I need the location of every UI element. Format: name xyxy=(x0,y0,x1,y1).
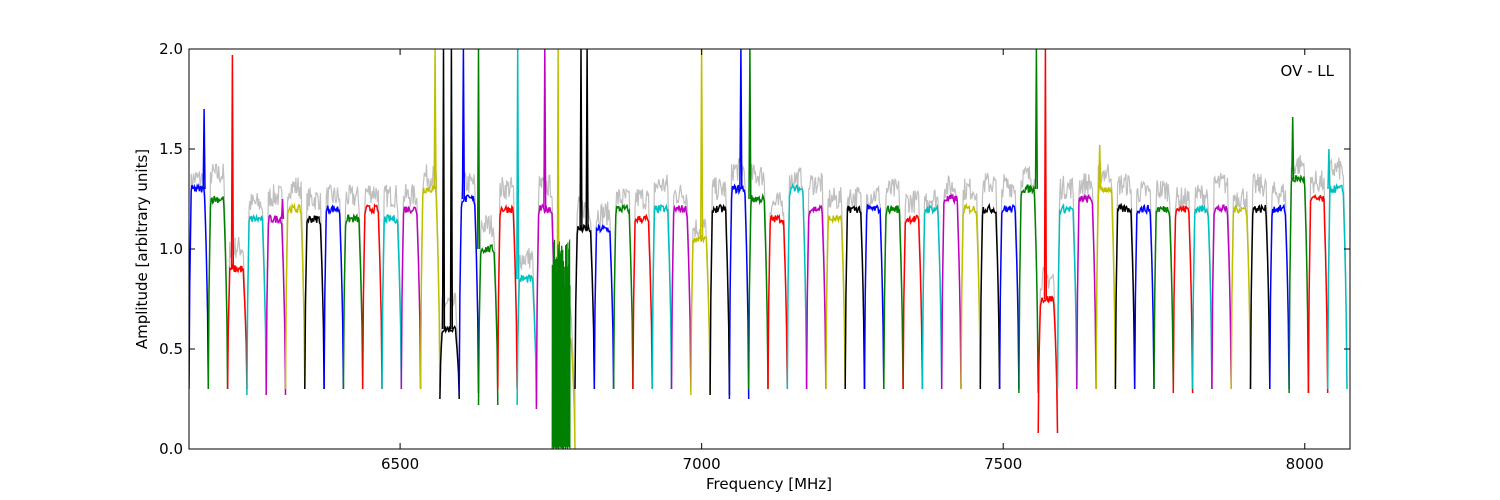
axes: 6500 7000 7500 8000 0.0 0.5 1.0 1.5 2.0 xyxy=(159,40,1350,473)
x-tick-label-6500: 6500 xyxy=(381,455,419,473)
band-series-12 xyxy=(419,183,441,390)
band-series-10 xyxy=(381,214,403,390)
band-series-16 xyxy=(497,203,518,390)
spike-5 xyxy=(449,49,454,330)
y-tick-label-0.5: 0.5 xyxy=(159,340,183,358)
band-series-29 xyxy=(747,192,769,390)
spike-10 xyxy=(556,49,560,340)
band-series-25 xyxy=(670,204,692,390)
band-series-56 xyxy=(1269,203,1290,390)
band-series-33 xyxy=(825,214,846,390)
band-series-6 xyxy=(304,215,325,390)
band-series-44 xyxy=(1037,295,1059,434)
spike-4 xyxy=(441,49,446,330)
band-series-11 xyxy=(400,206,422,390)
band-series-41 xyxy=(979,202,1001,390)
band-series-42 xyxy=(998,203,1020,390)
spike-11 xyxy=(579,49,583,230)
band-series-40 xyxy=(960,202,982,390)
band-series-45 xyxy=(1056,203,1078,390)
band-series-2 xyxy=(226,262,248,390)
spike-1 xyxy=(230,54,235,270)
band-series-13 xyxy=(439,324,460,400)
band-series-15 xyxy=(477,243,499,406)
band-series-28 xyxy=(728,183,750,400)
spike-17 xyxy=(1043,49,1048,300)
band-series-52 xyxy=(1191,204,1213,390)
x-tick-label-8000: 8000 xyxy=(1286,455,1324,473)
y-tick-label-1.5: 1.5 xyxy=(159,140,183,158)
band-series-1 xyxy=(207,195,229,390)
plot-area xyxy=(189,49,1348,449)
band-series-27 xyxy=(709,203,731,396)
spike-12 xyxy=(585,49,589,230)
band-series-50 xyxy=(1153,205,1175,390)
band-series-8 xyxy=(342,213,364,390)
spike-14 xyxy=(739,49,743,190)
x-tick-label-7500: 7500 xyxy=(984,455,1022,473)
band-series-38 xyxy=(921,203,943,390)
spike-13 xyxy=(699,49,704,240)
y-tick-label-0: 0.0 xyxy=(159,440,183,458)
band-series-0 xyxy=(189,182,210,390)
spike-15 xyxy=(748,49,752,200)
band-series-3 xyxy=(246,213,267,396)
y-tick-label-1: 1.0 xyxy=(159,240,183,258)
band-series-35 xyxy=(863,203,885,390)
spike-8 xyxy=(516,49,520,280)
band-series-54 xyxy=(1230,204,1252,390)
band-series-46 xyxy=(1076,193,1097,390)
band-series-49 xyxy=(1133,203,1155,390)
spike-2 xyxy=(280,198,285,220)
band-series-4 xyxy=(265,214,287,396)
spike-0 xyxy=(202,108,206,190)
band-series-36 xyxy=(883,205,904,390)
band-series-55 xyxy=(1249,203,1271,390)
x-axis-label: Frequency [MHz] xyxy=(706,475,832,493)
band-series-43 xyxy=(1018,184,1039,394)
band-series-39 xyxy=(940,192,962,390)
noise-region xyxy=(551,239,571,449)
y-axis-label: Amplitude [arbitrary units] xyxy=(133,149,151,349)
band-series-7 xyxy=(323,203,345,390)
spike-18 xyxy=(1098,144,1102,190)
spike-9 xyxy=(543,49,547,210)
band-series-31 xyxy=(786,183,808,390)
band-series-48 xyxy=(1114,202,1136,390)
spike-6 xyxy=(461,49,466,200)
band-series-23 xyxy=(632,213,653,390)
band-series-9 xyxy=(361,203,383,390)
band-series-30 xyxy=(767,213,789,390)
band-series-58 xyxy=(1307,193,1329,394)
band-series-24 xyxy=(651,203,673,390)
y-tick-label-2: 2.0 xyxy=(159,40,183,58)
band-series-53 xyxy=(1211,203,1232,390)
band-series-34 xyxy=(844,205,866,390)
band-series-59 xyxy=(1326,182,1348,390)
band-series-17 xyxy=(516,273,538,406)
spike-19 xyxy=(1291,116,1295,180)
band-series-32 xyxy=(805,204,827,390)
band-series-37 xyxy=(902,214,924,390)
band-series-14 xyxy=(458,193,480,394)
chart-annotation: OV - LL xyxy=(1281,62,1335,80)
band-series-5 xyxy=(284,202,306,390)
band-series-22 xyxy=(612,203,634,390)
band-series-20 xyxy=(574,223,596,390)
spike-16 xyxy=(1034,49,1039,190)
spike-7 xyxy=(476,49,481,250)
band-series-51 xyxy=(1172,205,1194,394)
spike-20 xyxy=(1327,148,1331,190)
spike-3 xyxy=(433,49,437,190)
band-series-21 xyxy=(593,223,615,390)
x-tick-label-7000: 7000 xyxy=(683,455,721,473)
